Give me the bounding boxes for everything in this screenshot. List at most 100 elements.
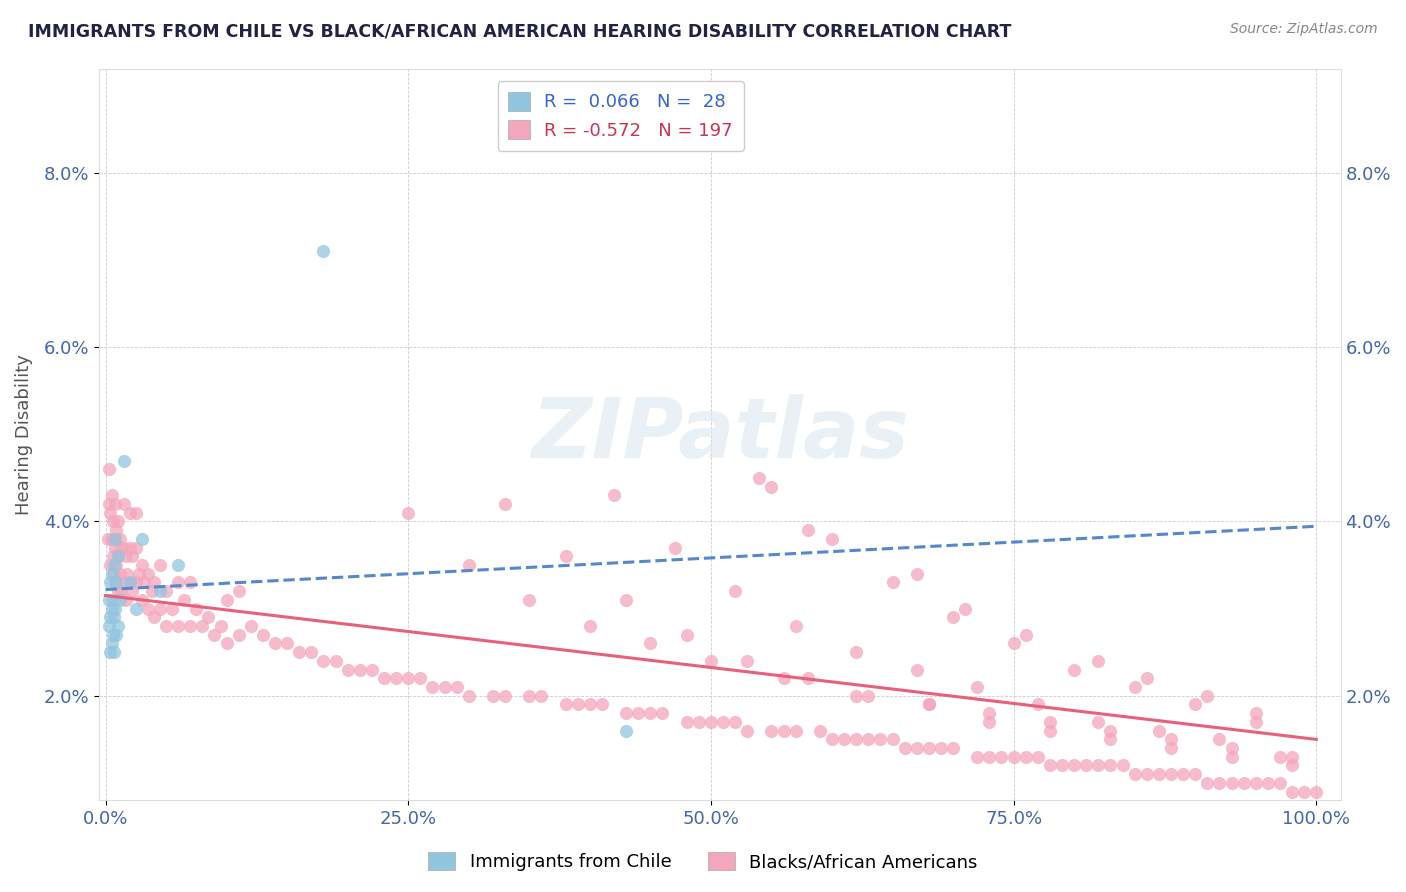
Point [98,619,121,633]
Point [1208,732,1230,747]
Point [1099,723,1122,738]
Point [167,619,190,633]
Point [1294,784,1316,798]
Point [554,698,576,712]
Point [299,645,322,659]
Text: ZIPatlas: ZIPatlas [531,394,908,475]
Point [108,566,131,581]
Point [197,610,219,624]
Point [869,732,891,747]
Point [1160,767,1182,781]
Point [651,706,673,720]
Point [125,506,148,520]
Point [1281,758,1303,772]
Point [966,680,988,694]
Point [724,714,747,729]
Point [125,541,148,555]
Point [160,601,183,615]
Point [396,671,419,685]
Point [675,628,697,642]
Point [136,566,159,581]
Point [918,741,941,756]
Point [1220,776,1243,790]
Point [128,566,150,581]
Point [1111,758,1133,772]
Point [107,619,129,633]
Point [98,558,121,572]
Point [134,575,156,590]
Point [1233,776,1256,790]
Point [1026,749,1049,764]
Point [239,619,262,633]
Point [100,488,122,502]
Point [115,549,138,564]
Point [1015,628,1038,642]
Point [107,515,129,529]
Point [1184,698,1206,712]
Point [118,541,141,555]
Point [173,593,195,607]
Point [252,628,274,642]
Text: IMMIGRANTS FROM CHILE VS BLACK/AFRICAN AMERICAN HEARING DISABILITY CORRELATION C: IMMIGRANTS FROM CHILE VS BLACK/AFRICAN A… [28,22,1011,40]
Point [360,663,382,677]
Point [1208,776,1230,790]
Point [530,689,553,703]
Point [125,601,148,615]
Point [100,636,122,650]
Point [990,749,1012,764]
Point [276,636,298,650]
Point [107,549,129,564]
Point [101,628,124,642]
Point [735,654,758,668]
Point [142,610,165,624]
Point [785,723,807,738]
Point [640,706,662,720]
Point [103,532,125,546]
Point [204,628,226,642]
Point [98,610,121,624]
Point [845,732,868,747]
Point [1147,767,1170,781]
Point [735,723,758,738]
Point [1002,636,1025,650]
Point [186,601,208,615]
Point [1220,749,1243,764]
Point [155,584,177,599]
Point [700,654,723,668]
Point [100,601,122,615]
Point [141,584,163,599]
Point [953,601,976,615]
Point [105,558,128,572]
Point [288,645,311,659]
Point [482,689,505,703]
Point [117,566,139,581]
Point [142,575,165,590]
Point [603,488,626,502]
Point [845,689,868,703]
Point [614,593,637,607]
Point [832,732,855,747]
Point [772,723,794,738]
Point [121,549,143,564]
Point [215,636,238,650]
Point [797,671,820,685]
Point [100,532,122,546]
Point [882,732,904,747]
Point [1050,758,1073,772]
Point [1087,654,1109,668]
Point [100,566,122,581]
Point [494,497,516,511]
Point [579,619,602,633]
Point [228,584,250,599]
Point [614,706,637,720]
Point [979,706,1001,720]
Point [104,532,127,546]
Point [103,610,125,624]
Point [155,619,177,633]
Point [579,698,602,712]
Point [105,575,128,590]
Point [149,558,172,572]
Point [905,741,928,756]
Point [336,663,359,677]
Point [209,619,232,633]
